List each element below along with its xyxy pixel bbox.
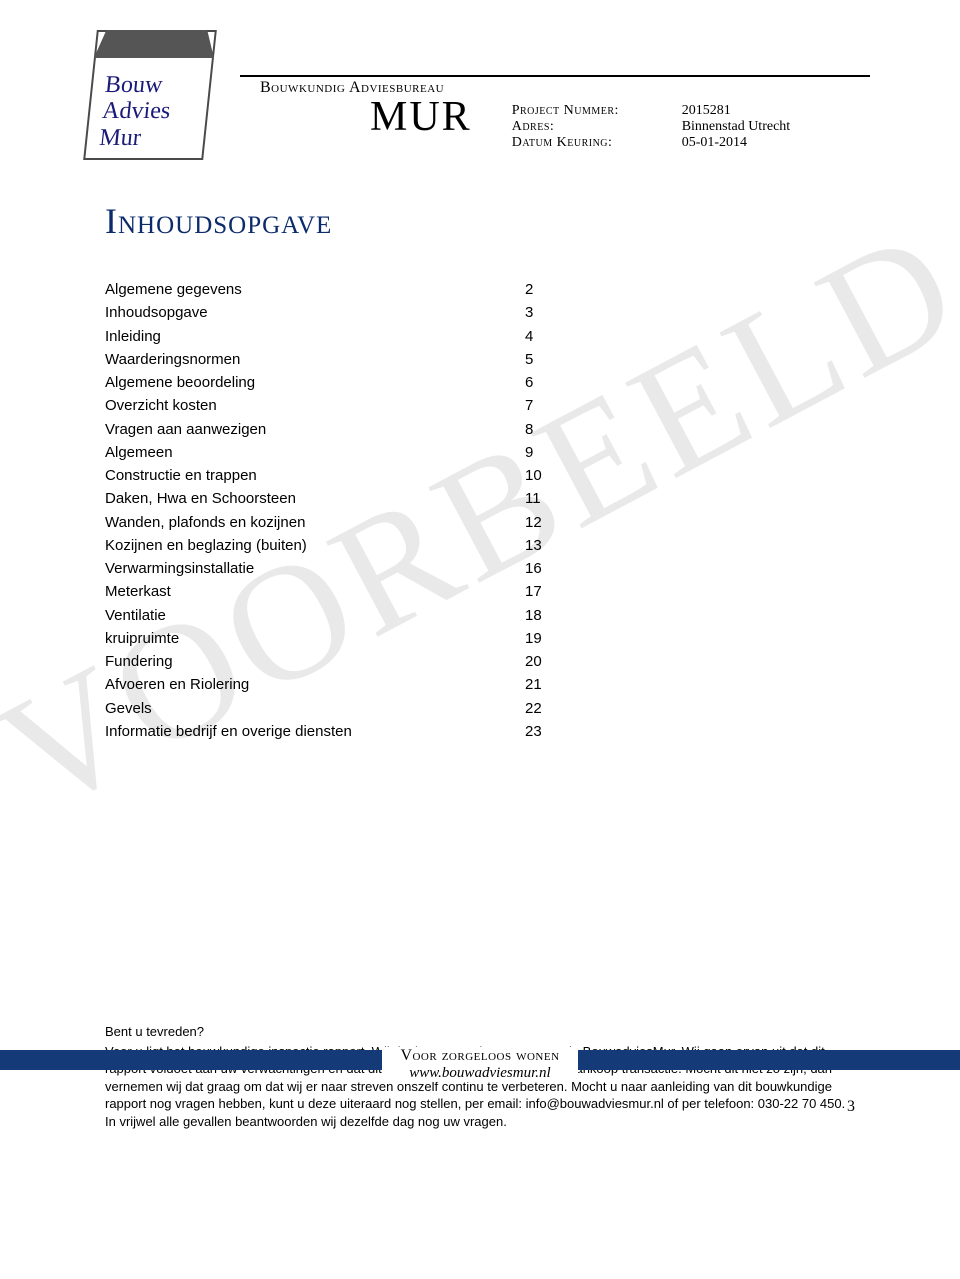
toc-page: 7: [525, 394, 533, 417]
logo: Bouw Advies Mur: [90, 30, 220, 170]
toc-row: Informatie bedrijf en overige diensten23: [105, 720, 855, 743]
toc-label: Inleiding: [105, 325, 525, 348]
toc-label: Constructie en trappen: [105, 464, 525, 487]
toc-label: Fundering: [105, 650, 525, 673]
toc-page: 11: [525, 487, 541, 510]
toc-row: Afvoeren en Riolering21: [105, 673, 855, 696]
toc-label: Waarderingsnormen: [105, 348, 525, 371]
toc-label: Algemene gegevens: [105, 278, 525, 301]
toc-row: Wanden, plafonds en kozijnen12: [105, 511, 855, 534]
brand-name: MUR: [240, 93, 512, 141]
footer-url: www.bouwadviesmur.nl: [400, 1065, 559, 1082]
toc-label: Overzicht kosten: [105, 394, 525, 417]
toc-page: 12: [525, 511, 542, 534]
toc-row: Ventilatie18: [105, 604, 855, 627]
toc-label: Algemene beoordeling: [105, 371, 525, 394]
meta-label: Adres:: [512, 119, 682, 135]
footer-tagline: Voor zorgeloos wonen: [400, 1047, 559, 1065]
toc-row: Daken, Hwa en Schoorsteen11: [105, 487, 855, 510]
toc-page: 3: [525, 301, 533, 324]
content: Inhoudsopgave Algemene gegevens2Inhoudso…: [0, 170, 960, 1130]
logo-line1: Bouw: [104, 72, 175, 98]
page-number: 3: [847, 1098, 855, 1116]
toc-label: Meterkast: [105, 580, 525, 603]
toc-row: Inleiding4: [105, 325, 855, 348]
toc-page: 21: [525, 673, 542, 696]
logo-line3: Mur: [98, 125, 169, 151]
toc-label: Wanden, plafonds en kozijnen: [105, 511, 525, 534]
toc-page: 4: [525, 325, 533, 348]
toc-label: Kozijnen en beglazing (buiten): [105, 534, 525, 557]
meta-label: Project Nummer:: [512, 103, 682, 119]
toc-page: 20: [525, 650, 542, 673]
toc-label: Daken, Hwa en Schoorsteen: [105, 487, 525, 510]
toc-row: Constructie en trappen10: [105, 464, 855, 487]
toc-page: 10: [525, 464, 542, 487]
toc-row: Algemene beoordeling6: [105, 371, 855, 394]
project-meta: Project Nummer:2015281Adres:Binnenstad U…: [512, 93, 790, 151]
meta-row: Adres:Binnenstad Utrecht: [512, 119, 790, 135]
toc-row: Vragen aan aanwezigen8: [105, 418, 855, 441]
toc-label: Informatie bedrijf en overige diensten: [105, 720, 525, 743]
toc-page: 6: [525, 371, 533, 394]
toc-page: 9: [525, 441, 533, 464]
toc-label: Ventilatie: [105, 604, 525, 627]
toc-row: Waarderingsnormen5: [105, 348, 855, 371]
toc-row: Inhoudsopgave3: [105, 301, 855, 324]
toc-page: 18: [525, 604, 542, 627]
header: Bouw Advies Mur Bouwkundig Adviesbureau …: [0, 0, 960, 170]
toc-row: Algemene gegevens2: [105, 278, 855, 301]
toc-row: kruipruimte19: [105, 627, 855, 650]
toc-row: Algemeen9: [105, 441, 855, 464]
toc-page: 13: [525, 534, 542, 557]
toc-page: 2: [525, 278, 533, 301]
toc-row: Verwarmingsinstallatie16: [105, 557, 855, 580]
meta-value: 2015281: [682, 103, 731, 119]
page-container: Bouw Advies Mur Bouwkundig Adviesbureau …: [0, 0, 960, 1130]
toc-row: Gevels22: [105, 697, 855, 720]
toc-label: Gevels: [105, 697, 525, 720]
meta-row: Datum Keuring:05-01-2014: [512, 135, 790, 151]
toc-page: 8: [525, 418, 533, 441]
toc-label: Algemeen: [105, 441, 525, 464]
meta-label: Datum Keuring:: [512, 135, 682, 151]
footer: Voor zorgeloos wonen www.bouwadviesmur.n…: [0, 1042, 960, 1086]
toc-row: Kozijnen en beglazing (buiten)13: [105, 534, 855, 557]
toc-page: 19: [525, 627, 542, 650]
meta-value: 05-01-2014: [682, 135, 747, 151]
toc-page: 5: [525, 348, 533, 371]
toc-label: Vragen aan aanwezigen: [105, 418, 525, 441]
toc-label: kruipruimte: [105, 627, 525, 650]
toc-row: Meterkast17: [105, 580, 855, 603]
toc-label: Inhoudsopgave: [105, 301, 525, 324]
header-rule: [240, 75, 870, 77]
toc-row: Overzicht kosten7: [105, 394, 855, 417]
meta-value: Binnenstad Utrecht: [682, 119, 790, 135]
toc-page: 17: [525, 580, 542, 603]
toc-row: Fundering20: [105, 650, 855, 673]
page-title: Inhoudsopgave: [105, 200, 855, 242]
table-of-contents: Algemene gegevens2Inhoudsopgave3Inleidin…: [105, 278, 855, 743]
toc-page: 16: [525, 557, 542, 580]
toc-label: Afvoeren en Riolering: [105, 673, 525, 696]
meta-row: Project Nummer:2015281: [512, 103, 790, 119]
logo-line2: Advies: [101, 98, 172, 124]
toc-page: 23: [525, 720, 542, 743]
closing-question: Bent u tevreden?: [105, 1023, 855, 1041]
toc-label: Verwarmingsinstallatie: [105, 557, 525, 580]
toc-page: 22: [525, 697, 542, 720]
